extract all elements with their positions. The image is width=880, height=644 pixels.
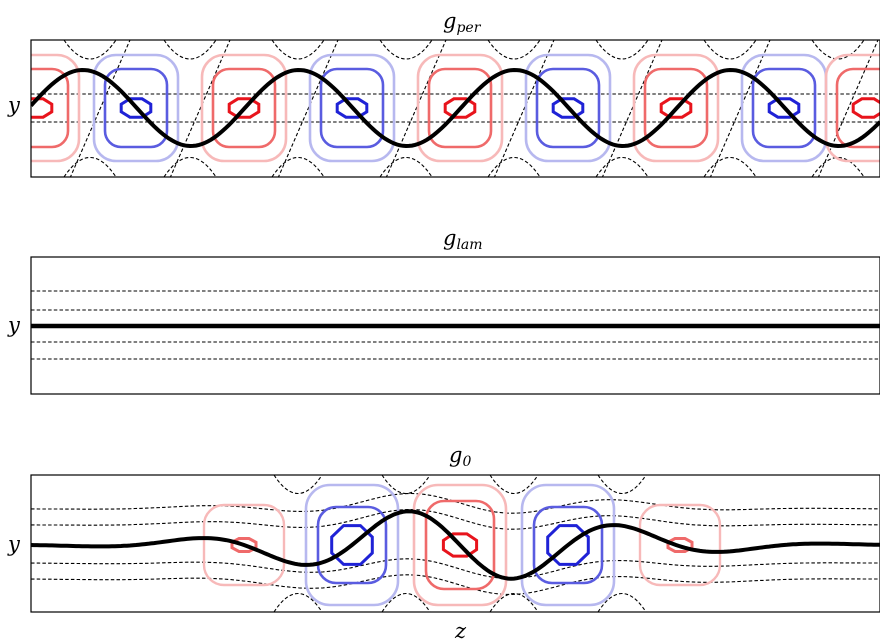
zero-dashed-cap-top (273, 475, 323, 494)
per-vortex-red-outer (632, 53, 720, 163)
zero-dashed-cap-top (489, 475, 539, 494)
zero-dashed-level (31, 558, 879, 580)
zero-dashed-cap-bottom (597, 593, 647, 612)
per-dashed-diagonal (169, 40, 231, 177)
zero-vortex-red-outer (412, 483, 508, 607)
zero-vortex-blue-outer (304, 483, 400, 607)
per-vortex-red-middle (31, 67, 70, 149)
panel-zero: g0 y (7, 443, 880, 613)
per-vortex-blue-core (335, 97, 369, 119)
zero-vortex-blue-outer (520, 483, 616, 607)
per-dashed-cap-top (595, 40, 649, 60)
per-vortex-red-core (227, 97, 261, 119)
per-dashed-diagonal (277, 40, 339, 177)
panel-lam-frame (30, 256, 880, 395)
per-dashed-cap-bottom (0, 158, 8, 178)
zero-dashed-cap-top (597, 475, 647, 494)
per-dashed-cap-bottom (811, 157, 865, 177)
per-dashed-cap-top (379, 40, 433, 60)
panel-lam-ylabel: y (7, 313, 21, 337)
per-dashed-cap-top (271, 40, 325, 60)
zero-streamline (31, 509, 880, 581)
panel-zero-frame (30, 474, 880, 613)
per-dashed-cap-top (163, 40, 217, 60)
per-dashed-cap-bottom (163, 157, 217, 177)
per-dashed-cap-bottom (487, 157, 541, 177)
per-vortex-red-outer (200, 53, 288, 163)
per-vortex-red-middle (427, 67, 493, 149)
per-vortex-blue-core (551, 97, 585, 119)
per-dashed-diagonal (817, 40, 879, 177)
x-axis-label: z (454, 619, 467, 643)
panel-per: gper y (0, 9, 880, 178)
zero-dashed-cap-bottom (489, 593, 539, 612)
zero-vortex-red-middle (424, 499, 496, 591)
zero-dashed-cap-bottom (381, 593, 431, 612)
per-dashed-cap-bottom (703, 157, 757, 177)
per-vortex-blue-outer (308, 53, 396, 163)
per-dashed-cap-top (703, 40, 757, 60)
panel-zero-title: g0 (449, 443, 471, 470)
per-streamline (31, 67, 880, 149)
per-vortex-blue-core (119, 97, 153, 119)
per-vortex-blue-outer (524, 53, 612, 163)
zero-vortex-red-outer (638, 503, 722, 587)
panel-per-plot (0, 40, 880, 178)
per-dashed-cap-bottom (271, 157, 325, 177)
zero-vortex-blue-middle (532, 505, 604, 585)
panel-zero-ylabel: y (7, 532, 21, 556)
per-dashed-diagonal (385, 40, 447, 177)
per-vortex-blue-middle (535, 67, 601, 149)
per-dashed-cap-top (0, 40, 8, 59)
per-dashed-cap-bottom (63, 157, 117, 177)
per-vortex-blue-middle (319, 67, 385, 149)
per-vortex-red-core (851, 97, 880, 119)
panel-zero-plot (31, 475, 880, 612)
panel-lam-title: glam (443, 226, 483, 253)
zero-dashed-level (31, 574, 879, 596)
per-vortex-red-middle (643, 67, 709, 149)
per-dashed-cap-top (811, 40, 865, 60)
per-dashed-cap-top (63, 40, 117, 60)
zero-vortex-red-core (441, 532, 479, 558)
per-vortex-blue-middle (751, 67, 817, 149)
per-vortex-red-middle (835, 67, 880, 149)
panel-per-ylabel: y (7, 93, 21, 117)
zero-vortex-red-outer (202, 503, 286, 587)
per-vortex-red-core (443, 97, 477, 119)
per-vortex-red-core (31, 97, 54, 119)
zero-dashed-cap-top (381, 475, 431, 494)
zero-dashed-level (31, 492, 879, 514)
per-vortex-red-outer (824, 53, 880, 163)
zero-vortex-blue-middle (316, 505, 388, 585)
panel-per-frame (30, 39, 880, 178)
per-vortex-blue-core (767, 97, 801, 119)
per-vortex-red-middle (211, 67, 277, 149)
per-vortex-blue-middle (103, 67, 169, 149)
per-dashed-cap-bottom (595, 157, 649, 177)
panel-per-title: gper (443, 9, 482, 36)
per-vortex-red-outer (31, 53, 81, 163)
per-dashed-cap-bottom (379, 157, 433, 177)
per-dashed-diagonal (709, 40, 771, 177)
panel-lam: glam y (7, 226, 880, 395)
per-dashed-diagonal (493, 40, 555, 177)
per-vortex-red-core (659, 97, 693, 119)
per-vortex-blue-outer (92, 53, 180, 163)
panel-lam-plot (31, 290, 880, 360)
per-dashed-cap-top (487, 40, 541, 60)
zero-dashed-cap-bottom (273, 593, 323, 612)
per-dashed-diagonal (69, 40, 131, 177)
zero-dashed-level (31, 508, 879, 530)
per-dashed-diagonal (601, 40, 663, 177)
per-vortex-red-outer (416, 53, 504, 163)
